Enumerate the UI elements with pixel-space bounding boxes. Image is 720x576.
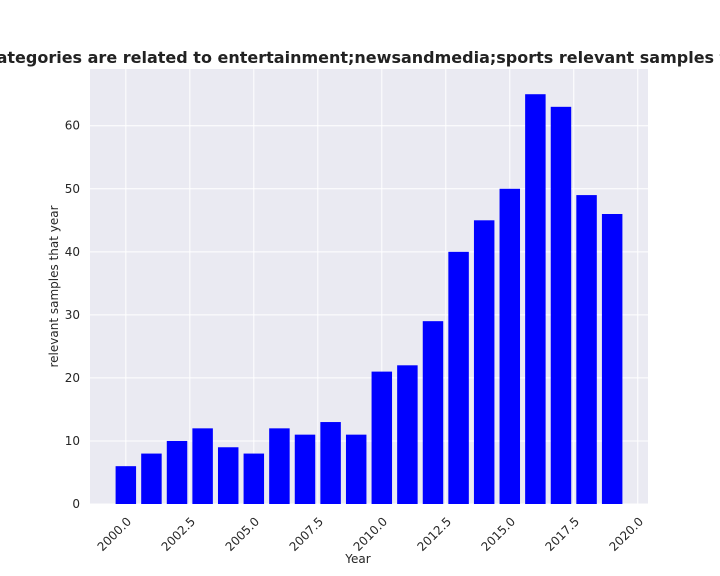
bar xyxy=(217,447,239,504)
bar xyxy=(422,321,444,504)
bar xyxy=(601,214,623,504)
y-tick-label: 0 xyxy=(72,497,80,511)
y-axis-ticks: 0 10 20 30 40 50 60 xyxy=(65,119,80,511)
bar xyxy=(576,195,597,504)
y-tick-label: 50 xyxy=(65,182,80,196)
y-tick-label: 20 xyxy=(65,371,80,385)
x-tick-label: 2020.0 xyxy=(607,514,647,554)
y-tick-label: 40 xyxy=(65,245,80,259)
y-tick-label: 60 xyxy=(65,119,80,133)
bar xyxy=(269,428,290,504)
bar xyxy=(473,220,495,504)
bars xyxy=(115,94,623,505)
bar xyxy=(397,365,418,504)
x-axis-label: Year xyxy=(344,552,370,566)
y-axis-label: relevant samples that year xyxy=(47,205,61,367)
chart-title: Number of apps whose categories are rela… xyxy=(0,48,720,67)
y-tick-label: 10 xyxy=(65,434,80,448)
bar xyxy=(448,251,469,504)
x-tick-label: 2002.5 xyxy=(159,514,199,554)
bar xyxy=(345,434,367,504)
bar xyxy=(525,94,546,504)
x-tick-label: 2005.0 xyxy=(223,514,263,554)
bar xyxy=(294,434,316,504)
y-tick-label: 30 xyxy=(65,308,80,322)
x-tick-label: 2007.5 xyxy=(287,514,327,554)
x-tick-label: 2015.0 xyxy=(479,514,519,554)
bar xyxy=(371,371,393,504)
bar xyxy=(166,440,188,504)
x-axis-ticks: 2000.0 2002.5 2005.0 2007.5 2010.0 2012.5 2015… xyxy=(95,514,647,554)
bar xyxy=(243,453,265,504)
bar xyxy=(320,422,341,504)
bar xyxy=(115,466,137,504)
bar xyxy=(499,188,521,505)
x-tick-label: 2000.0 xyxy=(95,514,135,554)
x-tick-label: 2017.5 xyxy=(543,514,583,554)
bar xyxy=(550,106,572,505)
x-tick-label: 2012.5 xyxy=(415,514,455,554)
bar xyxy=(192,428,213,504)
bar xyxy=(141,453,162,504)
x-tick-label: 2010.0 xyxy=(351,514,391,554)
